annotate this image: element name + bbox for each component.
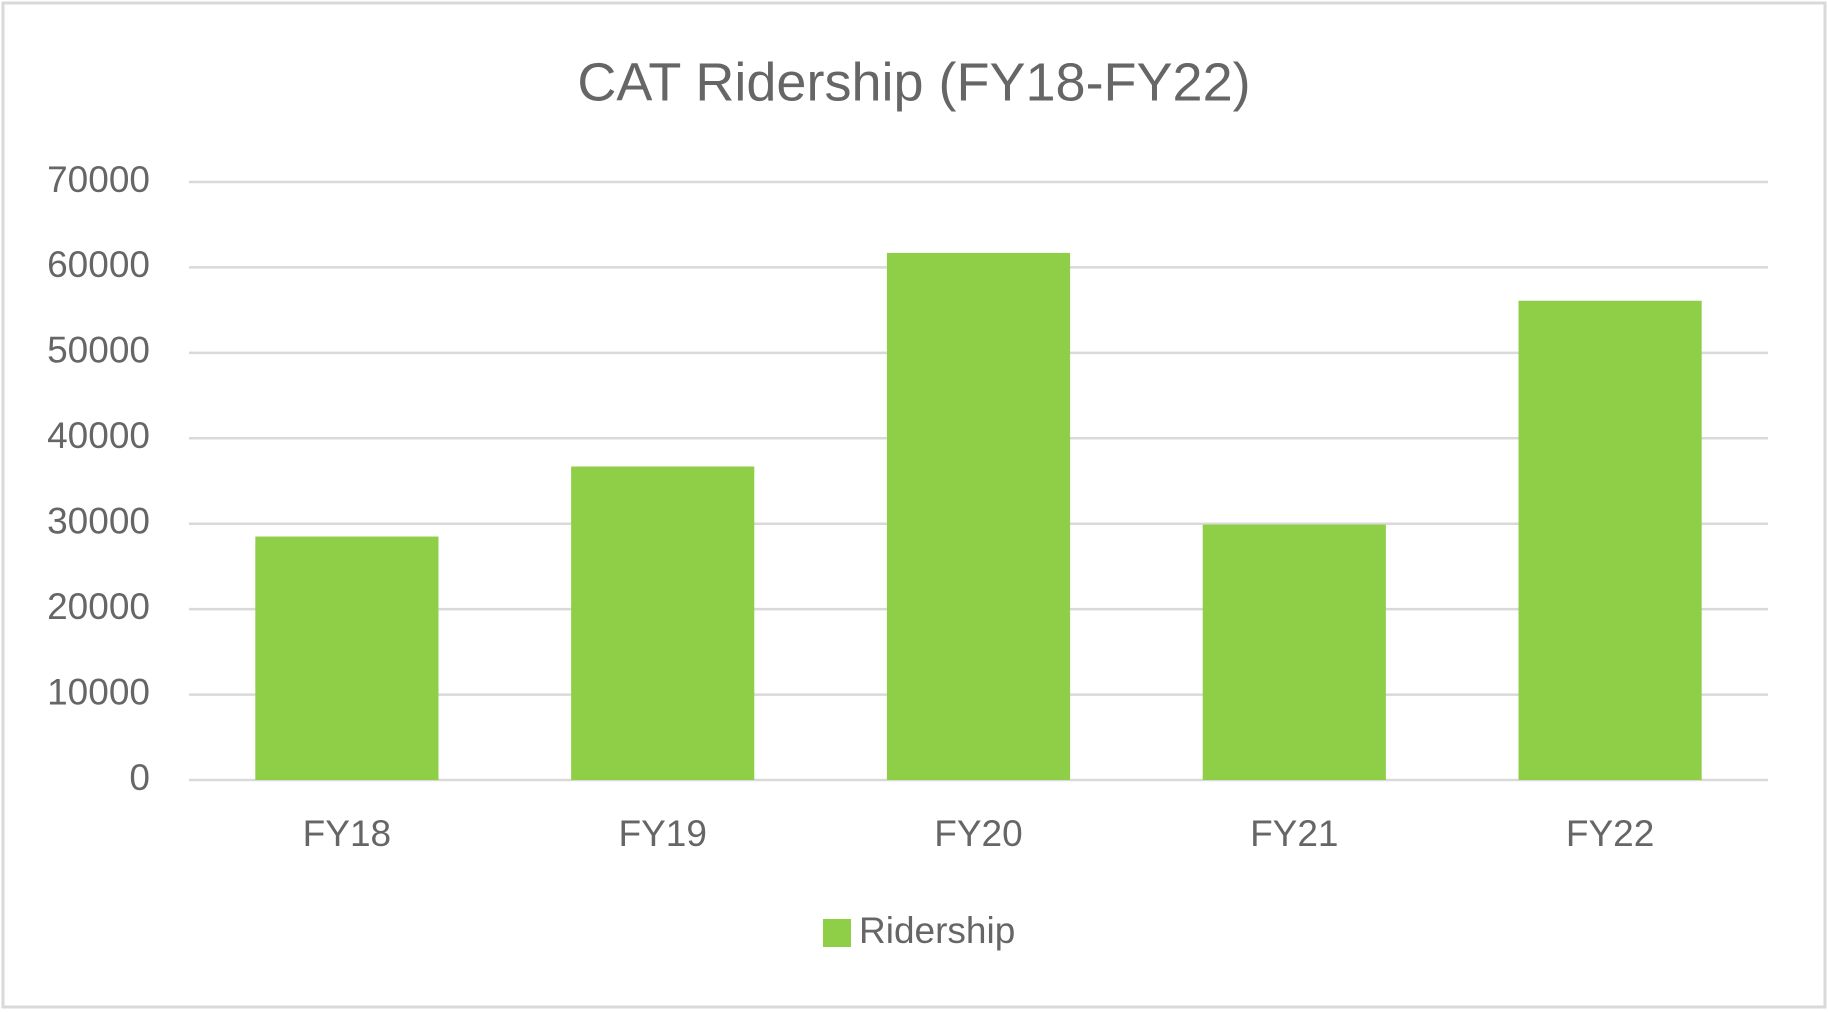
x-tick-label: FY21 [1250, 813, 1338, 854]
bar [571, 466, 755, 780]
y-tick-label: 30000 [47, 500, 150, 541]
y-tick-label: 70000 [47, 159, 150, 200]
legend-label: Ridership [859, 910, 1015, 951]
legend-swatch [823, 919, 851, 947]
x-tick-label: FY20 [934, 813, 1022, 854]
bar [886, 252, 1071, 781]
y-tick-label: 50000 [47, 330, 150, 371]
y-tick-label: 20000 [47, 586, 150, 627]
bar [255, 536, 439, 780]
y-tick-label: 10000 [47, 671, 150, 712]
x-tick-label: FY22 [1566, 813, 1654, 854]
x-tick-label: FY18 [303, 813, 391, 854]
y-tick-label: 60000 [47, 244, 150, 285]
x-tick-label: FY19 [618, 813, 706, 854]
y-tick-label: 0 [129, 757, 150, 798]
y-tick-label: 40000 [47, 415, 150, 456]
bar [1518, 300, 1702, 780]
chart-title: CAT Ridership (FY18-FY22) [577, 52, 1250, 112]
bar [1202, 524, 1386, 780]
